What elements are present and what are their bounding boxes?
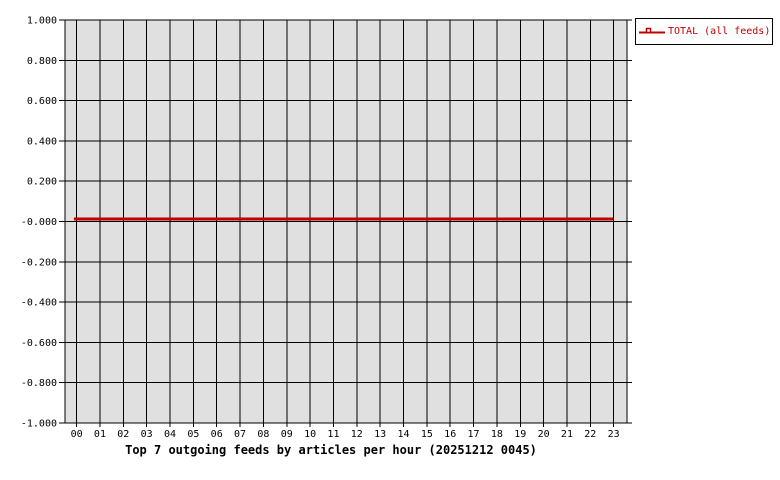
y-tick-label: 0.200 — [27, 177, 57, 188]
x-tick-label: 07 — [234, 429, 246, 440]
y-tick-label: 1.000 — [27, 16, 57, 27]
x-tick-label: 09 — [281, 429, 293, 440]
legend-line-marker-icon — [639, 27, 665, 34]
y-tick-label: -0.400 — [21, 298, 57, 309]
x-tick-label: 18 — [491, 429, 503, 440]
x-tick-label: 08 — [257, 429, 269, 440]
y-tick-label: -1.000 — [21, 419, 57, 430]
legend-box: TOTAL (all feeds) — [635, 18, 773, 45]
y-tick-label: 0.800 — [27, 56, 57, 67]
y-tick-label: -0.800 — [21, 378, 57, 389]
x-tick-label: 01 — [94, 429, 106, 440]
x-tick-label: 12 — [351, 429, 363, 440]
x-tick-label: 11 — [327, 429, 339, 440]
x-tick-label: 20 — [538, 429, 550, 440]
x-tick-label: 14 — [397, 429, 409, 440]
x-tick-label: 17 — [468, 429, 480, 440]
plot-border — [64, 19, 628, 424]
chart-title: Top 7 outgoing feeds by articles per hou… — [125, 443, 537, 457]
x-tick-label: 16 — [444, 429, 456, 440]
x-tick-label: 03 — [141, 429, 153, 440]
y-tick-label: -0.000 — [21, 217, 57, 228]
x-tick-label: 10 — [304, 429, 316, 440]
y-tick-label: 0.400 — [27, 136, 57, 147]
x-tick-label: 00 — [71, 429, 83, 440]
x-tick-label: 23 — [608, 429, 620, 440]
x-tick-label: 06 — [211, 429, 223, 440]
legend-point-marker — [645, 27, 652, 34]
x-tick-label: 22 — [584, 429, 596, 440]
x-tick-label: 15 — [421, 429, 433, 440]
x-tick-label: 05 — [187, 429, 199, 440]
legend-series-label: TOTAL (all feeds) — [668, 26, 771, 37]
x-tick-label: 21 — [561, 429, 573, 440]
x-tick-label: 13 — [374, 429, 386, 440]
y-tick-label: 0.600 — [27, 96, 57, 107]
y-tick-label: -0.600 — [21, 338, 57, 349]
y-tick-label: -0.200 — [21, 257, 57, 268]
x-tick-label: 04 — [164, 429, 176, 440]
x-tick-label: 19 — [514, 429, 526, 440]
x-tick-label: 02 — [117, 429, 129, 440]
